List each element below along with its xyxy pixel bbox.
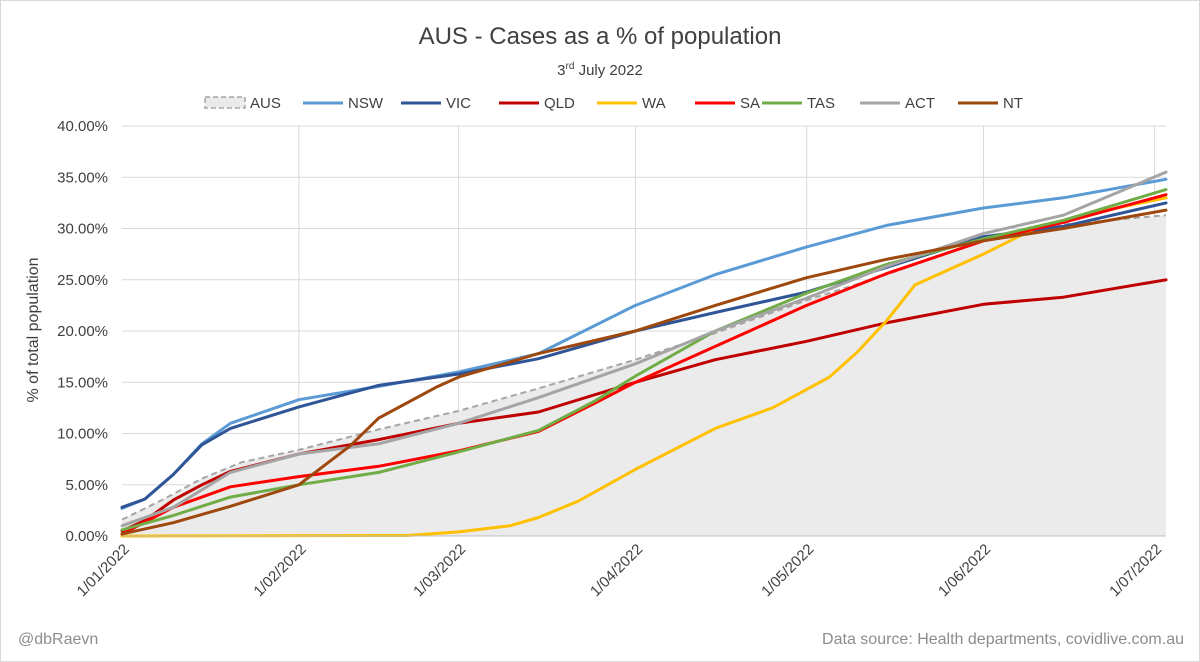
series-qld-line [120,278,1168,533]
x-axis-ticks: 1/01/2022 1/02/2022 1/03/2022 1/04/2022 1/05… [74,541,1166,600]
legend: AUS NSW VIC QLD WA SA TAS ACT NT [204,95,1023,112]
legend-label-nsw: NSW [348,95,384,112]
legend-label-act: ACT [905,95,935,112]
y-tick-label: 10.00% [57,426,108,443]
chart-subtitle: 3rd July 2022 [557,61,643,79]
legend-swatch-aus [204,96,246,109]
y-tick-label: 25.00% [57,272,108,289]
x-tick-label: 1/06/2022 [935,541,994,600]
y-axis-label: % of total population [25,258,42,403]
y-tick-label: 30.00% [57,221,108,238]
y-tick-label: 0.00% [65,528,108,545]
legend-label-nt: NT [1003,95,1023,112]
series-act-line [120,170,1168,528]
legend-label-sa: SA [740,95,760,112]
x-tick-label: 1/03/2022 [410,541,469,600]
series-sa-line [120,193,1168,536]
legend-label-vic: VIC [446,95,471,112]
subtitle-suffix: rd [566,61,575,72]
series-nt-line [120,208,1168,536]
chart-title: AUS - Cases as a % of population [419,23,782,50]
y-tick-label: 40.00% [57,118,108,135]
subtitle-rest: July 2022 [574,62,642,79]
legend-label-wa: WA [642,95,666,112]
legend-label-aus: AUS [250,95,281,112]
legend-label-qld: QLD [544,95,575,112]
x-tick-label: 1/07/2022 [1106,541,1165,600]
footer-source: Data source: Health departments, covidli… [822,631,1184,648]
legend-label-tas: TAS [807,95,835,112]
x-tick-label: 1/02/2022 [250,541,309,600]
y-axis-ticks: 0.00% 5.00% 10.00% 15.00% 20.00% 25.00% 30.00%… [57,118,108,545]
y-tick-label: 5.00% [65,477,108,494]
y-tick-label: 15.00% [57,374,108,391]
series-wa-line [120,196,1168,538]
x-tick-label: 1/01/2022 [74,541,133,600]
x-tick-label: 1/04/2022 [587,541,646,600]
y-tick-label: 35.00% [57,169,108,186]
x-tick-label: 1/05/2022 [758,541,817,600]
y-tick-label: 20.00% [57,323,108,340]
footer-credit: @dbRaevn [18,631,98,648]
series-lines [120,170,1168,538]
subtitle-day: 3 [557,62,565,79]
